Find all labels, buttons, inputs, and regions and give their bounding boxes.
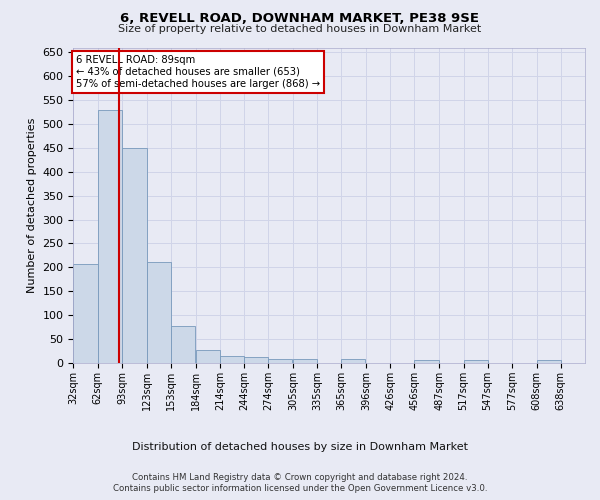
Text: Contains HM Land Registry data © Crown copyright and database right 2024.: Contains HM Land Registry data © Crown c… bbox=[132, 472, 468, 482]
Bar bbox=[537, 360, 561, 363]
Bar bbox=[122, 148, 146, 363]
Text: Size of property relative to detached houses in Downham Market: Size of property relative to detached ho… bbox=[118, 24, 482, 34]
Bar bbox=[415, 360, 439, 363]
Bar bbox=[73, 264, 98, 363]
Bar bbox=[171, 326, 195, 363]
Bar bbox=[244, 357, 268, 363]
Text: Contains public sector information licensed under the Open Government Licence v3: Contains public sector information licen… bbox=[113, 484, 487, 493]
Bar bbox=[98, 110, 122, 363]
Bar bbox=[293, 359, 317, 363]
Bar bbox=[196, 350, 220, 363]
Text: 6 REVELL ROAD: 89sqm
← 43% of detached houses are smaller (653)
57% of semi-deta: 6 REVELL ROAD: 89sqm ← 43% of detached h… bbox=[76, 56, 320, 88]
Bar bbox=[146, 262, 171, 363]
Bar bbox=[464, 360, 488, 363]
Text: 6, REVELL ROAD, DOWNHAM MARKET, PE38 9SE: 6, REVELL ROAD, DOWNHAM MARKET, PE38 9SE bbox=[121, 12, 479, 26]
Text: Distribution of detached houses by size in Downham Market: Distribution of detached houses by size … bbox=[132, 442, 468, 452]
Y-axis label: Number of detached properties: Number of detached properties bbox=[27, 118, 37, 293]
Bar bbox=[268, 359, 292, 363]
Bar bbox=[341, 358, 365, 363]
Bar bbox=[220, 356, 244, 363]
